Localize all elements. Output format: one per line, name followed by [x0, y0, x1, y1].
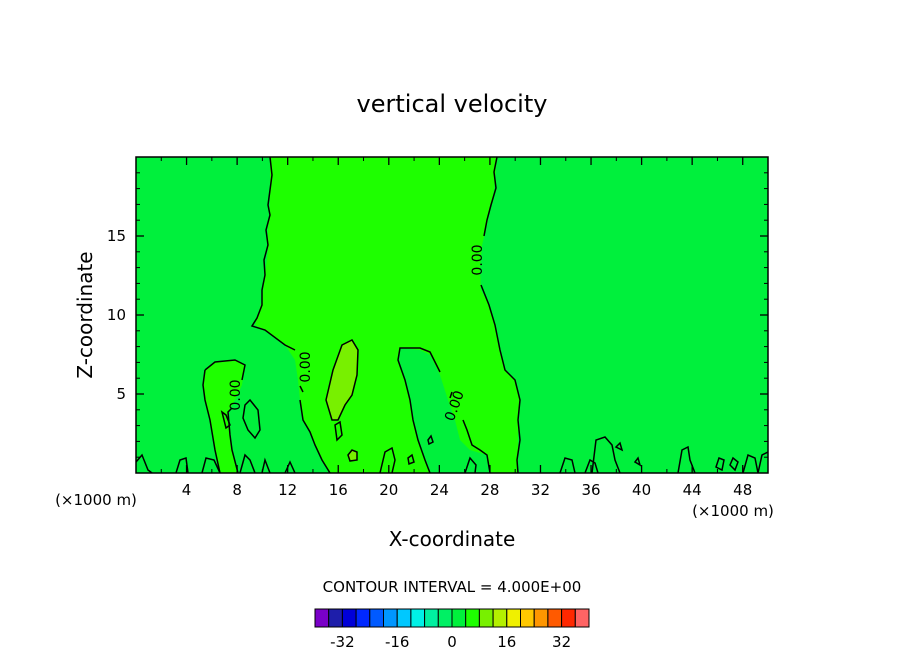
- colorbar-labels: -32 -16 0 16 32: [330, 633, 571, 651]
- x-axis-ticks: 4 8 12 16 20 24 28 32 36 40 44 48: [160, 157, 752, 499]
- colorbar-swatch: [465, 608, 480, 628]
- y-tick-label: 10: [107, 306, 126, 324]
- contour-interval: CONTOUR INTERVAL = 4.000E+00: [323, 578, 582, 596]
- updraft-region: [203, 360, 245, 473]
- colorbar-swatch: [437, 608, 453, 628]
- colorbar-tick-label: 0: [447, 633, 457, 651]
- colorbar-tick-label: 16: [497, 633, 516, 651]
- colorbar-swatch: [328, 608, 343, 628]
- y-tick-label: 15: [107, 227, 126, 245]
- colorbar-swatch: [520, 608, 535, 628]
- colorbar-tick-label: -16: [385, 633, 410, 651]
- colorbar: [314, 608, 590, 628]
- x-tick-label: 32: [531, 481, 550, 499]
- colorbar-tick-label: 32: [552, 633, 571, 651]
- contour-label: 0.00: [228, 379, 244, 410]
- x-tick-label: 48: [733, 481, 752, 499]
- zero-contours: [136, 157, 768, 473]
- x-tick-label: 16: [329, 481, 348, 499]
- x-tick-label: 28: [480, 481, 499, 499]
- x-tick-label: 24: [430, 481, 449, 499]
- x-tick-label: 20: [379, 481, 398, 499]
- colorbar-swatch: [547, 608, 563, 628]
- x-tick-label: 4: [182, 481, 192, 499]
- colorbar-swatch: [506, 608, 521, 628]
- colorbar-swatch: [383, 608, 398, 628]
- colorbar-swatch: [561, 608, 576, 628]
- colorbar-swatch: [424, 608, 439, 628]
- x-tick-label: 44: [683, 481, 702, 499]
- x-tick-label: 40: [632, 481, 651, 499]
- colorbar-swatch: [478, 608, 494, 628]
- colorbar-swatch: [410, 608, 426, 628]
- contour-label: 0.00: [298, 351, 314, 382]
- x-tick-label: 36: [581, 481, 600, 499]
- x-axis-label: X-coordinate: [389, 527, 516, 551]
- colorbar-swatch: [533, 608, 549, 628]
- x-unit-right: (×1000 m): [692, 502, 774, 520]
- x-tick-label: 12: [278, 481, 297, 499]
- colorbar-tick-label: -32: [330, 633, 355, 651]
- colorbar-swatch: [492, 608, 508, 628]
- contour-label: 0.00: [470, 244, 486, 275]
- colorbar-swatch: [451, 608, 467, 628]
- colorbar-swatch: [396, 608, 412, 628]
- x-tick-label: 8: [232, 481, 242, 499]
- colorbar-swatch: [314, 608, 330, 628]
- y-axis-ticks: 5 10 15: [107, 172, 768, 458]
- colorbar-swatch: [341, 608, 357, 628]
- x-unit-left: (×1000 m): [55, 491, 137, 509]
- strong-updraft: [326, 340, 358, 420]
- colorbar-swatch: [574, 608, 590, 628]
- colorbar-swatch: [369, 608, 384, 628]
- y-axis-label: Z-coordinate: [73, 251, 97, 378]
- updraft-region: [255, 157, 520, 473]
- colorbar-swatch: [355, 608, 371, 628]
- chart-title: vertical velocity: [357, 90, 548, 118]
- y-tick-label: 5: [116, 385, 126, 403]
